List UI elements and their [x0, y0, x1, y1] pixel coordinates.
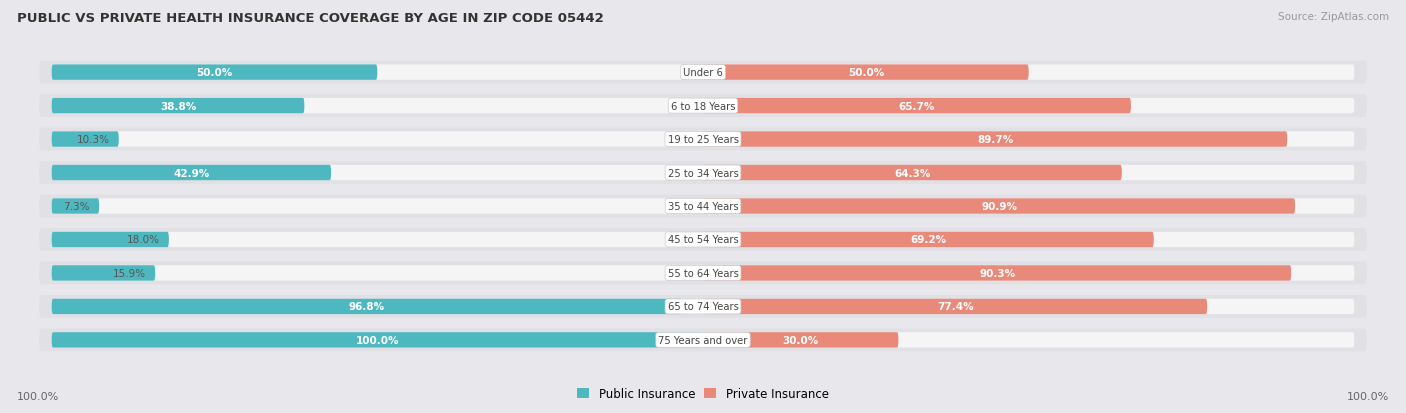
FancyBboxPatch shape — [52, 332, 703, 348]
Text: 55 to 64 Years: 55 to 64 Years — [668, 268, 738, 278]
FancyBboxPatch shape — [703, 232, 1154, 247]
FancyBboxPatch shape — [52, 132, 118, 147]
FancyBboxPatch shape — [52, 299, 1354, 314]
Text: 10.3%: 10.3% — [76, 135, 110, 145]
FancyBboxPatch shape — [52, 65, 1354, 81]
FancyBboxPatch shape — [703, 299, 1208, 314]
Text: 18.0%: 18.0% — [127, 235, 159, 245]
FancyBboxPatch shape — [703, 99, 1130, 114]
FancyBboxPatch shape — [52, 199, 1354, 214]
FancyBboxPatch shape — [52, 299, 682, 314]
Text: 25 to 34 Years: 25 to 34 Years — [668, 168, 738, 178]
FancyBboxPatch shape — [703, 166, 1122, 181]
Text: 30.0%: 30.0% — [783, 335, 818, 345]
FancyBboxPatch shape — [52, 166, 330, 181]
FancyBboxPatch shape — [39, 62, 1367, 84]
FancyBboxPatch shape — [52, 232, 1354, 247]
Text: 7.3%: 7.3% — [63, 202, 90, 211]
Text: 15.9%: 15.9% — [112, 268, 146, 278]
FancyBboxPatch shape — [52, 166, 1354, 181]
FancyBboxPatch shape — [52, 132, 1354, 147]
Text: 65 to 74 Years: 65 to 74 Years — [668, 301, 738, 312]
FancyBboxPatch shape — [703, 332, 898, 348]
FancyBboxPatch shape — [39, 329, 1367, 351]
Text: 35 to 44 Years: 35 to 44 Years — [668, 202, 738, 211]
Text: 64.3%: 64.3% — [894, 168, 931, 178]
FancyBboxPatch shape — [39, 162, 1367, 185]
Text: 45 to 54 Years: 45 to 54 Years — [668, 235, 738, 245]
Text: 100.0%: 100.0% — [356, 335, 399, 345]
FancyBboxPatch shape — [39, 95, 1367, 118]
Text: 89.7%: 89.7% — [977, 135, 1014, 145]
Text: 65.7%: 65.7% — [898, 101, 935, 112]
FancyBboxPatch shape — [52, 99, 304, 114]
FancyBboxPatch shape — [52, 232, 169, 247]
FancyBboxPatch shape — [52, 332, 1354, 348]
Text: 19 to 25 Years: 19 to 25 Years — [668, 135, 738, 145]
Text: 75 Years and over: 75 Years and over — [658, 335, 748, 345]
Text: 50.0%: 50.0% — [848, 68, 884, 78]
Text: 38.8%: 38.8% — [160, 101, 195, 112]
Text: 50.0%: 50.0% — [197, 68, 232, 78]
Legend: Public Insurance, Private Insurance: Public Insurance, Private Insurance — [572, 382, 834, 405]
Text: 69.2%: 69.2% — [910, 235, 946, 245]
FancyBboxPatch shape — [52, 266, 1354, 281]
Text: Under 6: Under 6 — [683, 68, 723, 78]
Text: 100.0%: 100.0% — [17, 391, 59, 401]
FancyBboxPatch shape — [39, 195, 1367, 218]
FancyBboxPatch shape — [703, 132, 1288, 147]
FancyBboxPatch shape — [52, 65, 377, 81]
Text: 90.9%: 90.9% — [981, 202, 1017, 211]
FancyBboxPatch shape — [39, 128, 1367, 151]
FancyBboxPatch shape — [52, 199, 100, 214]
FancyBboxPatch shape — [703, 65, 1029, 81]
Text: PUBLIC VS PRIVATE HEALTH INSURANCE COVERAGE BY AGE IN ZIP CODE 05442: PUBLIC VS PRIVATE HEALTH INSURANCE COVER… — [17, 12, 603, 25]
Text: 6 to 18 Years: 6 to 18 Years — [671, 101, 735, 112]
Text: 100.0%: 100.0% — [1347, 391, 1389, 401]
Text: Source: ZipAtlas.com: Source: ZipAtlas.com — [1278, 12, 1389, 22]
Text: 96.8%: 96.8% — [349, 301, 385, 312]
FancyBboxPatch shape — [39, 262, 1367, 285]
FancyBboxPatch shape — [703, 199, 1295, 214]
Text: 90.3%: 90.3% — [979, 268, 1015, 278]
FancyBboxPatch shape — [52, 266, 155, 281]
FancyBboxPatch shape — [52, 99, 1354, 114]
FancyBboxPatch shape — [39, 295, 1367, 318]
Text: 77.4%: 77.4% — [936, 301, 973, 312]
FancyBboxPatch shape — [39, 228, 1367, 251]
FancyBboxPatch shape — [703, 266, 1291, 281]
Text: 42.9%: 42.9% — [173, 168, 209, 178]
